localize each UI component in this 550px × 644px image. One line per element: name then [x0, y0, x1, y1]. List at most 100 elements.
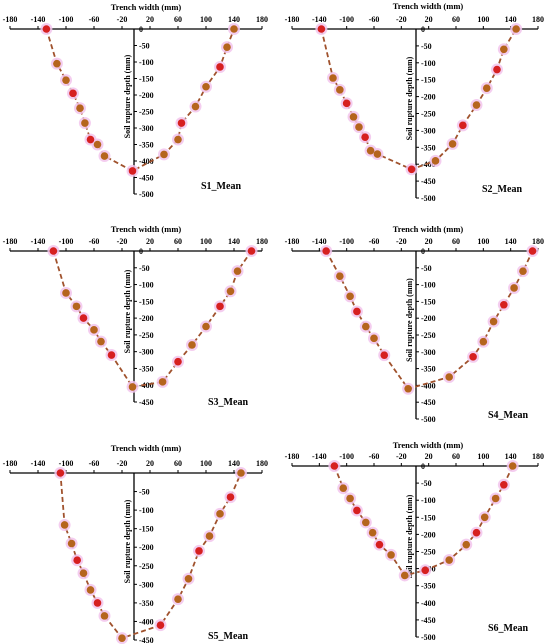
- y-tick-label: 0: [421, 247, 425, 256]
- data-point: [508, 462, 517, 470]
- x-tick-label: -140: [312, 237, 327, 246]
- x-tick-label: -100: [59, 237, 74, 246]
- series-line: [325, 250, 534, 390]
- data-point: [479, 337, 488, 346]
- y-tick-label: -200: [421, 530, 436, 539]
- data-point: [500, 481, 508, 489]
- x-tick-label: 60: [174, 15, 182, 24]
- data-point: [355, 123, 363, 131]
- x-axis-title: Trench width (mm): [393, 1, 464, 11]
- chart-panel-5: -180 -140 -100 -60 -20 20 60 100 140 180 -50 -100 -1…: [3, 443, 268, 644]
- data-point: [362, 322, 370, 331]
- data-point: [90, 326, 98, 334]
- x-tick-label: -20: [117, 237, 128, 246]
- y-tick-label: -300: [139, 124, 154, 133]
- y-tick-label: -200: [421, 314, 436, 323]
- data-point: [160, 150, 168, 159]
- data-point: [107, 351, 116, 359]
- x-tick-label: 100: [477, 15, 489, 24]
- y-tick-label: -100: [139, 58, 154, 67]
- data-point: [407, 165, 416, 174]
- data-point: [56, 469, 65, 477]
- data-point: [184, 574, 193, 583]
- x-tick-label: 180: [256, 237, 268, 246]
- data-point: [445, 373, 453, 381]
- x-tick-label: 180: [532, 15, 544, 24]
- x-tick-label: -180: [3, 237, 18, 246]
- data-point: [177, 119, 186, 127]
- x-tick-label: 100: [200, 237, 212, 246]
- chart-panel-3: -180 -140 -100 -60 -20 20 60 100 140 180 0 -50 -100 -…: [3, 224, 268, 408]
- y-tick-label: -300: [421, 348, 436, 357]
- y-axis-title: Soil rupture depth (mm): [405, 56, 414, 140]
- x-tick-label: -100: [339, 237, 354, 246]
- data-point: [421, 566, 430, 575]
- x-tick-label: -60: [89, 237, 100, 246]
- data-point: [387, 551, 395, 559]
- data-point: [100, 612, 109, 620]
- data-point: [97, 337, 105, 346]
- y-tick-label: -50: [421, 42, 432, 51]
- data-point: [500, 300, 508, 309]
- x-tick-label: -140: [31, 237, 46, 246]
- x-tick-label: -140: [312, 452, 327, 461]
- x-tick-label: 100: [200, 15, 212, 24]
- x-tick-label: -180: [285, 237, 300, 246]
- data-point: [73, 556, 81, 565]
- y-tick-label: -500: [139, 190, 154, 199]
- y-tick-label: -150: [139, 75, 154, 84]
- x-tick-label: 140: [228, 237, 240, 246]
- x-tick-label: 20: [425, 237, 433, 246]
- x-tick-label: -20: [117, 15, 128, 24]
- data-point: [472, 528, 481, 537]
- x-tick-label: -180: [285, 15, 300, 24]
- data-point: [330, 462, 339, 470]
- x-tick-label: 60: [452, 15, 460, 24]
- y-tick-label: -150: [139, 297, 154, 306]
- y-tick-label: -400: [421, 160, 436, 169]
- y-tick-label: -500: [421, 194, 436, 203]
- x-tick-label: -180: [285, 452, 300, 461]
- data-point: [174, 357, 182, 366]
- y-axis-title: Soil rupture depth (mm): [405, 278, 414, 362]
- data-point: [226, 493, 235, 501]
- data-point: [202, 322, 210, 331]
- x-tick-label: 180: [532, 237, 544, 246]
- y-tick-label: -150: [421, 76, 436, 85]
- data-point: [346, 494, 354, 503]
- data-point: [353, 506, 361, 515]
- panel-title: S5_Mean: [208, 631, 248, 642]
- x-tick-label: 140: [505, 237, 517, 246]
- chart-panel-4: -180 -140 -100 -60 -20 20 60 100 140 180 0 -50 -100 -…: [285, 224, 544, 424]
- x-tick-label: -20: [396, 237, 407, 246]
- x-tick-label: -180: [3, 15, 18, 24]
- data-point: [380, 351, 389, 359]
- x-tick-label: -180: [3, 459, 18, 468]
- data-point: [329, 74, 337, 82]
- data-point: [493, 65, 501, 74]
- data-point: [431, 157, 440, 165]
- data-point: [86, 586, 95, 594]
- x-axis-title: Trench width (mm): [393, 224, 464, 234]
- y-tick-label: 0: [139, 247, 143, 256]
- y-tick-label: -50: [421, 479, 432, 488]
- y-tick-label: -400: [421, 381, 436, 390]
- x-tick-label: 60: [452, 452, 460, 461]
- data-point: [336, 272, 344, 281]
- x-tick-label: 20: [146, 15, 154, 24]
- panel-title: S6_Mean: [488, 623, 528, 634]
- data-point: [500, 45, 508, 54]
- y-tick-label: -100: [421, 281, 436, 290]
- data-point: [317, 25, 326, 33]
- x-tick-label: 180: [532, 452, 544, 461]
- y-tick-label: -500: [421, 415, 436, 424]
- panel-title: S4_Mean: [488, 410, 528, 421]
- data-point: [375, 540, 384, 549]
- data-point: [195, 547, 203, 555]
- x-tick-label: 180: [256, 15, 268, 24]
- y-tick-label: 0: [139, 25, 143, 34]
- x-tick-label: -20: [396, 15, 407, 24]
- data-point: [353, 307, 361, 316]
- data-point: [174, 135, 182, 144]
- y-tick-label: -50: [139, 42, 150, 51]
